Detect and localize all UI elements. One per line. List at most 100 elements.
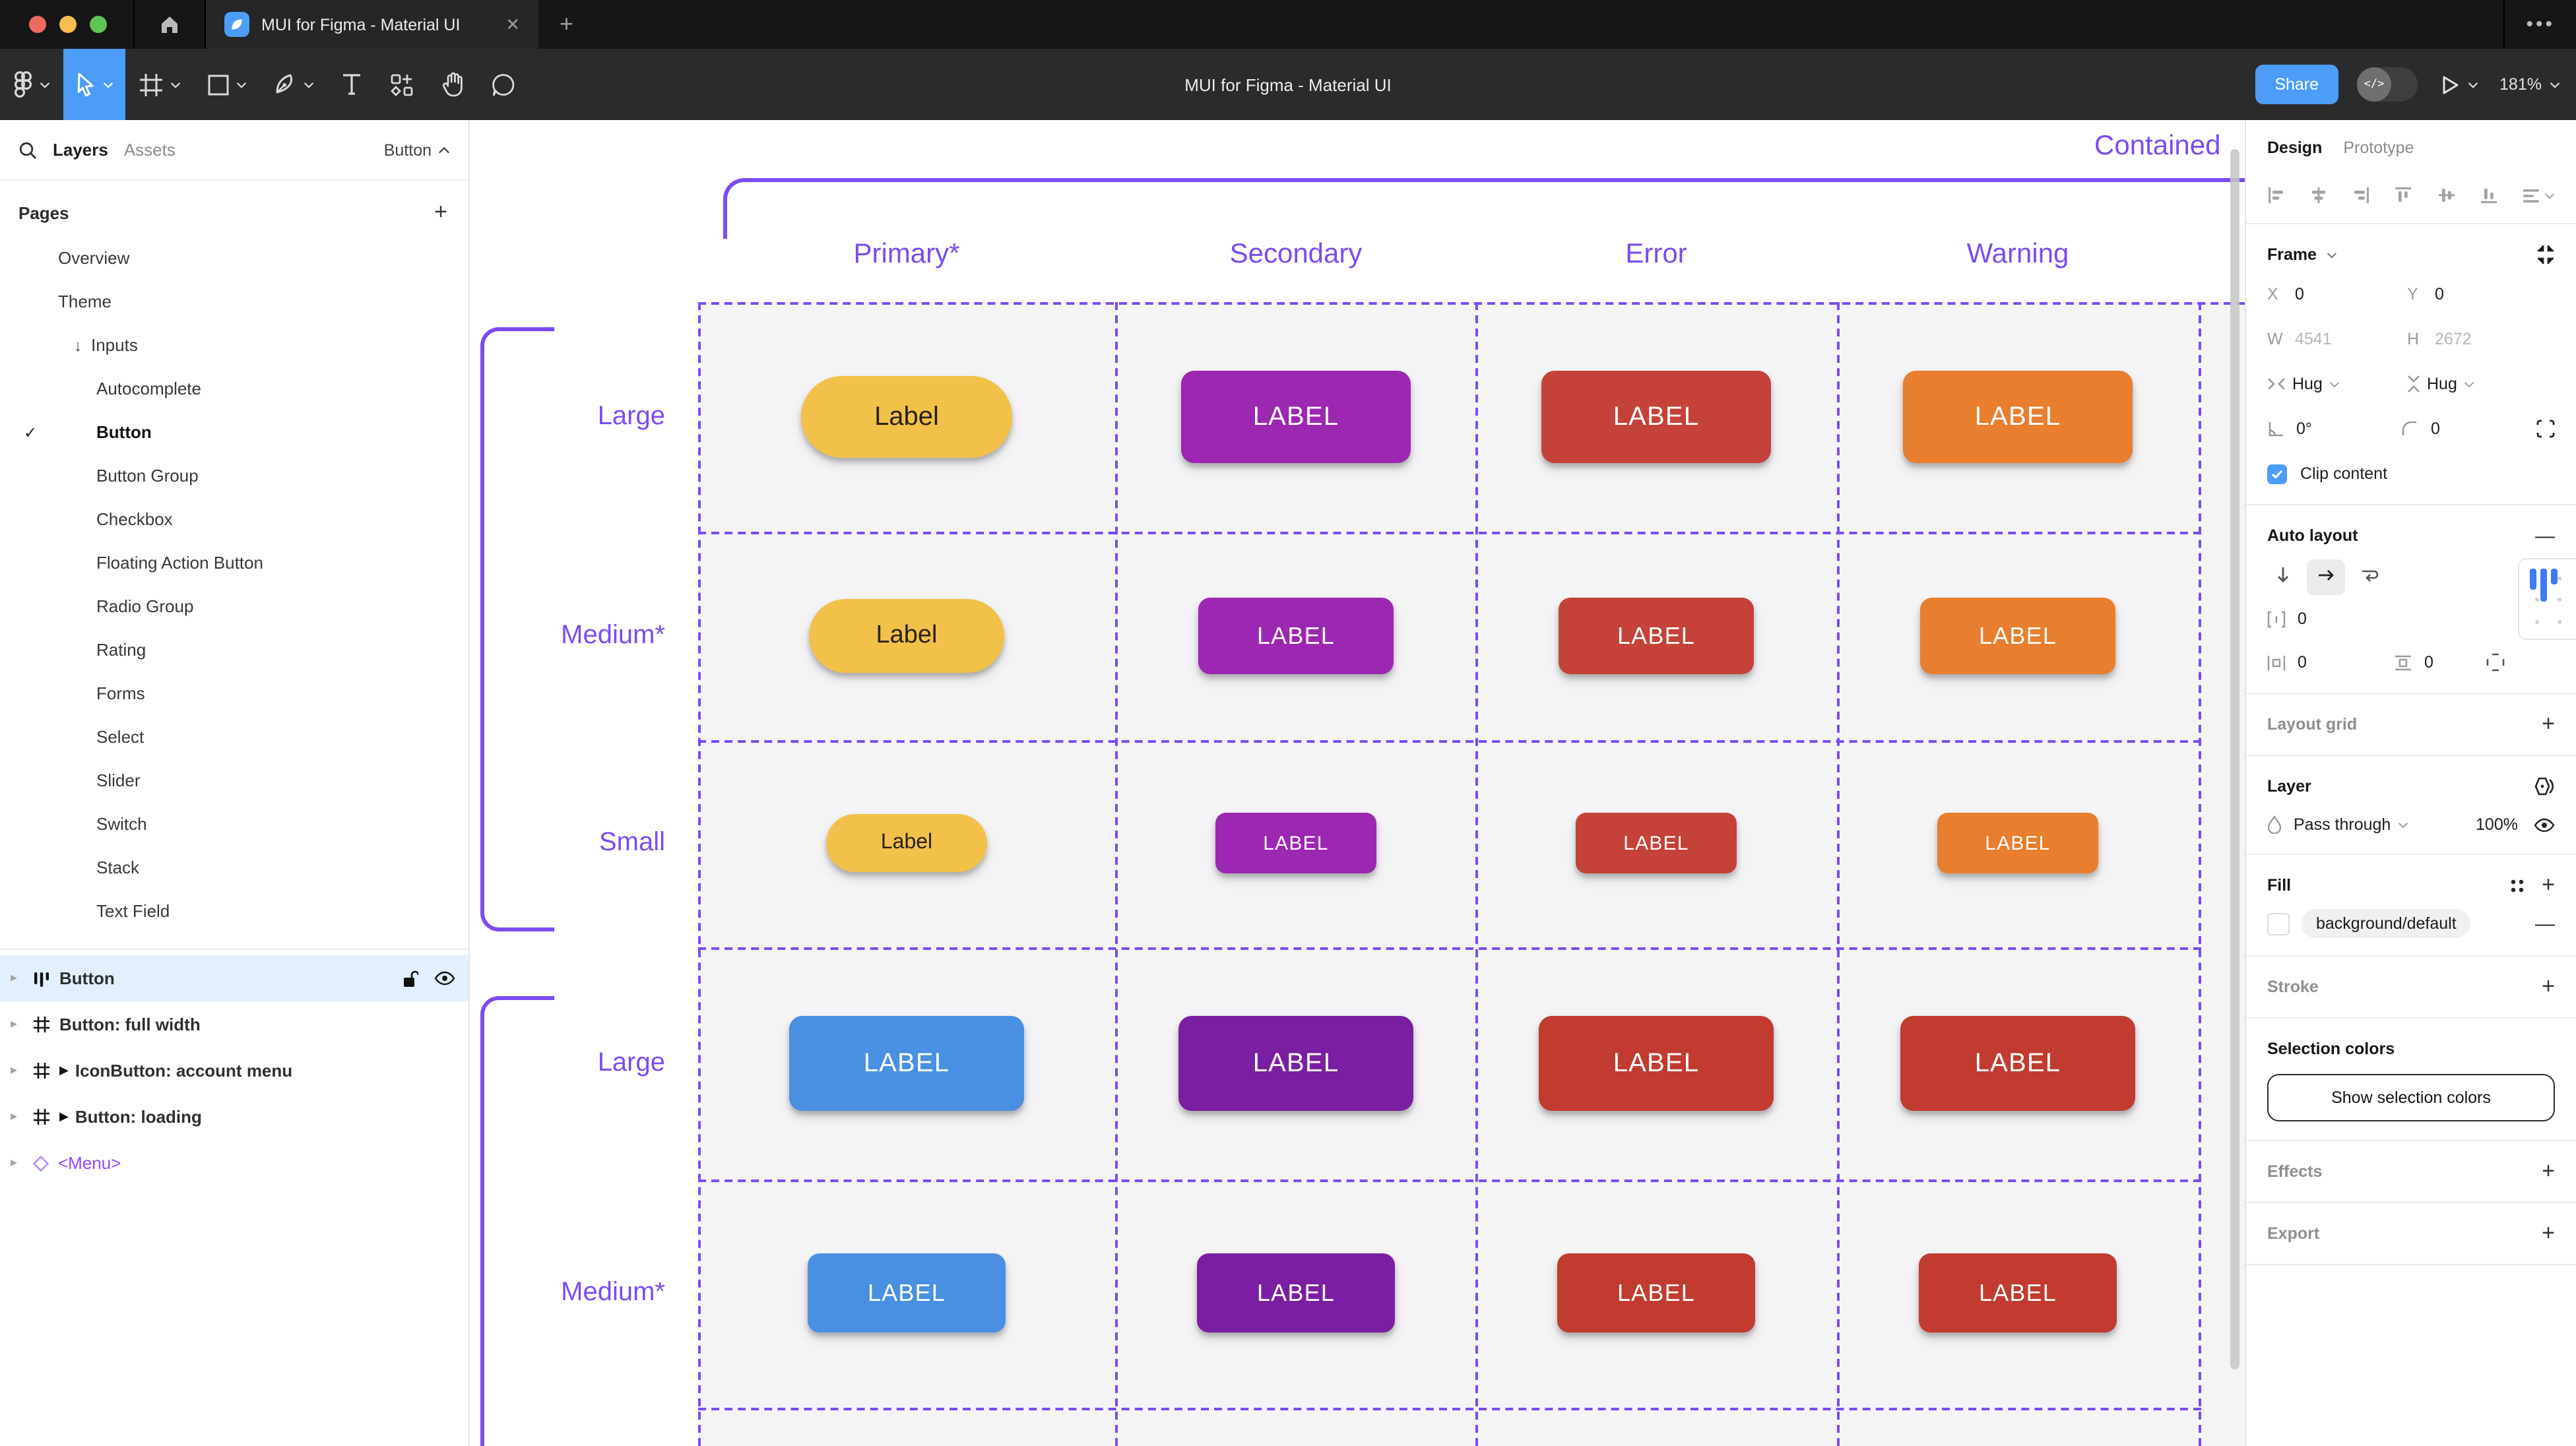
height-field[interactable]: H 2672 — [2407, 330, 2472, 348]
align-top-icon[interactable] — [2395, 186, 2413, 204]
page-item[interactable]: Theme — [58, 292, 112, 311]
horizontal-resizing-dropdown[interactable]: Hug — [2267, 375, 2407, 393]
add-export-button[interactable]: + — [2542, 1220, 2555, 1245]
clip-content-row[interactable]: Clip content — [2267, 451, 2555, 496]
disclosure-triangle-icon[interactable]: ▸ — [11, 1017, 18, 1032]
document-tab[interactable]: MUI for Figma - Material UI ✕ — [206, 0, 538, 49]
button-error-medium[interactable]: LABEL — [1559, 598, 1754, 674]
disclosure-triangle-icon[interactable]: ▸ — [11, 971, 18, 986]
corner-radius-field[interactable]: 0 — [2402, 420, 2536, 438]
tab-design[interactable]: Design — [2267, 139, 2323, 157]
page-item-current[interactable]: ✓ Button — [24, 422, 152, 442]
page-item[interactable]: Button Group — [96, 466, 199, 486]
layer-item-full-width[interactable]: ▸ Button: full width — [11, 1015, 201, 1034]
button-secondary-medium[interactable]: LABEL — [1198, 598, 1394, 674]
vertical-padding-field[interactable]: 0 — [2394, 653, 2486, 672]
add-effect-button[interactable]: + — [2542, 1158, 2555, 1183]
hand-tool-button[interactable] — [428, 49, 478, 120]
visibility-icon[interactable] — [434, 971, 455, 986]
add-fill-button[interactable]: + — [2542, 872, 2555, 897]
share-button[interactable]: Share — [2255, 65, 2339, 104]
align-right-icon[interactable] — [2352, 186, 2371, 204]
disclosure-triangle-icon[interactable]: ▸ — [11, 1156, 18, 1170]
button-error-large[interactable]: LABEL — [1541, 371, 1771, 463]
page-item[interactable]: Autocomplete — [96, 379, 201, 398]
page-item[interactable]: Floating Action Button — [96, 553, 263, 573]
fill-style-chip[interactable]: background/default — [2302, 909, 2471, 938]
overflow-menu-icon[interactable]: ••• — [2503, 0, 2576, 49]
page-item[interactable]: Text Field — [96, 901, 170, 921]
button-warning-large[interactable]: LABEL — [1903, 371, 2133, 463]
page-item[interactable]: Slider — [96, 770, 141, 790]
move-tool-button[interactable] — [63, 49, 125, 120]
shape-tool-button[interactable] — [194, 49, 260, 120]
button-primary-medium-2[interactable]: LABEL — [808, 1253, 1006, 1333]
remove-auto-layout-button[interactable]: — — [2535, 524, 2555, 547]
page-item[interactable]: Stack — [96, 858, 140, 877]
button-error-small[interactable]: LABEL — [1576, 813, 1737, 873]
button-secondary-small[interactable]: LABEL — [1215, 813, 1376, 873]
pen-tool-button[interactable] — [260, 49, 327, 120]
blend-mode-dropdown[interactable]: Pass through — [2294, 815, 2408, 834]
layer-item-iconbutton-menu[interactable]: ▸ ▶ IconButton: account menu — [11, 1061, 293, 1081]
page-item[interactable]: Radio Group — [96, 596, 194, 616]
layer-item-menu-component[interactable]: ▸ <Menu> — [11, 1153, 121, 1173]
button-warning-large-2[interactable]: LABEL — [1900, 1016, 2135, 1111]
maximize-window-button[interactable] — [90, 16, 107, 33]
new-tab-button[interactable]: + — [560, 11, 574, 37]
frame-tool-button[interactable] — [125, 49, 194, 120]
chevron-down-icon[interactable] — [2326, 251, 2336, 258]
individual-padding-icon[interactable] — [2486, 653, 2505, 672]
button-primary-medium[interactable]: Label — [809, 599, 1004, 673]
button-warning-small[interactable]: LABEL — [1937, 813, 2098, 873]
page-item-inputs[interactable]: ↓ Inputs — [74, 335, 138, 355]
unlock-icon[interactable] — [402, 969, 418, 988]
vertical-resizing-dropdown[interactable]: Hug — [2407, 375, 2547, 393]
button-warning-medium-2[interactable]: LABEL — [1919, 1253, 2117, 1333]
gap-field[interactable]: 0 — [2267, 610, 2407, 628]
visibility-icon[interactable] — [2534, 817, 2555, 832]
styles-icon[interactable] — [2509, 877, 2526, 894]
tab-layers[interactable]: Layers — [53, 140, 108, 160]
show-selection-colors-button[interactable]: Show selection colors — [2267, 1074, 2555, 1121]
search-icon[interactable] — [18, 141, 37, 159]
page-item[interactable]: Overview — [58, 248, 130, 268]
button-warning-medium[interactable]: LABEL — [1920, 598, 2115, 674]
dev-mode-toggle[interactable]: </> — [2357, 67, 2418, 102]
button-primary-large[interactable]: Label — [801, 376, 1012, 458]
zoom-menu[interactable]: 181% — [2499, 75, 2560, 94]
selection-scope-dropdown[interactable]: Button — [384, 141, 450, 159]
tab-assets[interactable]: Assets — [123, 140, 176, 160]
page-item[interactable]: Rating — [96, 640, 146, 660]
text-tool-button[interactable] — [327, 49, 376, 120]
align-horizontal-center-icon[interactable] — [2309, 186, 2328, 204]
disclosure-triangle-icon[interactable]: ▸ — [11, 1110, 18, 1124]
align-vertical-center-icon[interactable] — [2437, 186, 2455, 204]
layer-item-button-loading[interactable]: ▸ ▶ Button: loading — [11, 1107, 202, 1127]
remove-fill-button[interactable]: — — [2535, 912, 2555, 935]
present-button[interactable] — [2436, 73, 2481, 96]
layout-wrap-button[interactable] — [2353, 559, 2387, 594]
close-window-button[interactable] — [29, 16, 46, 33]
page-item[interactable]: Switch — [96, 814, 147, 834]
main-menu-button[interactable] — [0, 49, 63, 120]
minimize-window-button[interactable] — [59, 16, 77, 33]
fill-color-swatch[interactable] — [2267, 912, 2290, 935]
button-secondary-medium-2[interactable]: LABEL — [1197, 1253, 1395, 1333]
add-stroke-button[interactable]: + — [2542, 974, 2555, 999]
comment-tool-button[interactable] — [478, 49, 529, 120]
collapse-icon[interactable] — [2536, 245, 2555, 264]
page-item[interactable]: Checkbox — [96, 509, 173, 529]
distribute-menu[interactable] — [2522, 186, 2555, 204]
resources-tool-button[interactable] — [376, 49, 428, 120]
close-tab-icon[interactable]: ✕ — [505, 14, 520, 34]
button-secondary-large-2[interactable]: LABEL — [1178, 1016, 1413, 1111]
disclosure-triangle-icon[interactable]: ▸ — [11, 1063, 18, 1078]
align-bottom-icon[interactable] — [2480, 186, 2498, 204]
clip-content-checkbox[interactable] — [2267, 464, 2287, 484]
button-secondary-large[interactable]: LABEL — [1181, 371, 1411, 463]
add-layout-grid-button[interactable]: + — [2542, 711, 2555, 736]
canvas[interactable]: Contained Primary* Secondary Error Warni… — [470, 120, 2245, 1446]
